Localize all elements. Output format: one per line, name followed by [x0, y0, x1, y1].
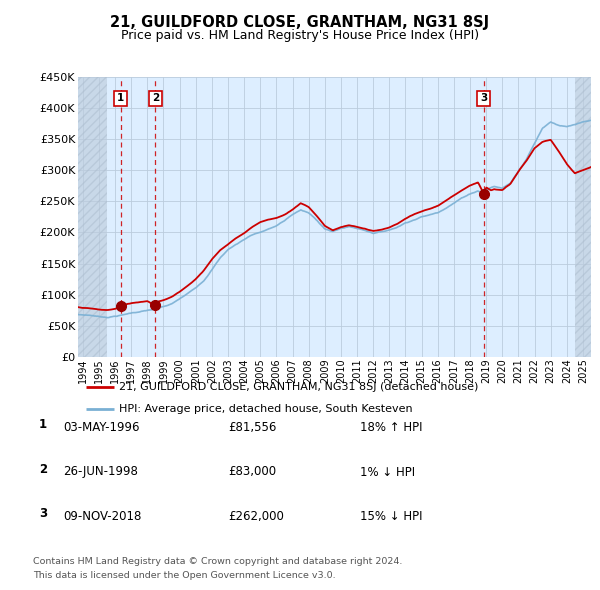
Text: 1: 1: [39, 418, 47, 431]
Text: 18% ↑ HPI: 18% ↑ HPI: [360, 421, 422, 434]
Text: 3: 3: [480, 93, 487, 103]
Text: 21, GUILDFORD CLOSE, GRANTHAM, NG31 8SJ: 21, GUILDFORD CLOSE, GRANTHAM, NG31 8SJ: [110, 15, 490, 30]
Text: 15% ↓ HPI: 15% ↓ HPI: [360, 510, 422, 523]
Bar: [78, 77, 107, 357]
Text: 21, GUILDFORD CLOSE, GRANTHAM, NG31 8SJ (detached house): 21, GUILDFORD CLOSE, GRANTHAM, NG31 8SJ …: [119, 382, 478, 392]
Text: HPI: Average price, detached house, South Kesteven: HPI: Average price, detached house, Sout…: [119, 404, 413, 414]
Bar: [78, 77, 107, 357]
Text: 3: 3: [39, 507, 47, 520]
Text: £83,000: £83,000: [228, 466, 276, 478]
Text: Contains HM Land Registry data © Crown copyright and database right 2024.: Contains HM Land Registry data © Crown c…: [33, 557, 403, 566]
Text: Price paid vs. HM Land Registry's House Price Index (HPI): Price paid vs. HM Land Registry's House …: [121, 30, 479, 42]
Text: This data is licensed under the Open Government Licence v3.0.: This data is licensed under the Open Gov…: [33, 571, 335, 580]
Text: 1: 1: [117, 93, 124, 103]
Text: 26-JUN-1998: 26-JUN-1998: [63, 466, 138, 478]
Text: 2: 2: [39, 463, 47, 476]
Text: 2: 2: [152, 93, 159, 103]
Text: 03-MAY-1996: 03-MAY-1996: [63, 421, 139, 434]
Bar: [575, 77, 591, 357]
Text: £262,000: £262,000: [228, 510, 284, 523]
Text: 09-NOV-2018: 09-NOV-2018: [63, 510, 142, 523]
Bar: [575, 77, 591, 357]
Text: 1% ↓ HPI: 1% ↓ HPI: [360, 466, 415, 478]
Text: £81,556: £81,556: [228, 421, 277, 434]
